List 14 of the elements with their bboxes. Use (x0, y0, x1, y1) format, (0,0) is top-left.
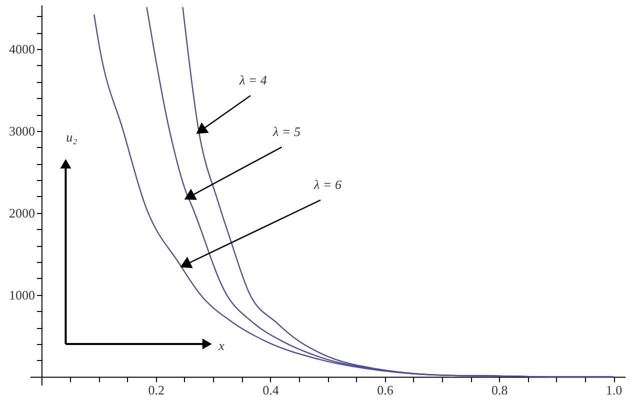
x-tick-label: 1.0 (606, 382, 622, 398)
annotation: λ = 4 (238, 72, 268, 88)
annotation: λ = 6 (313, 177, 342, 192)
y-tick-label: 4000 (8, 41, 35, 56)
y-tick-label: 3000 (8, 123, 35, 138)
x-tick-label: 0.6 (377, 382, 394, 398)
annotation: λ = 5 (272, 124, 301, 140)
y-axis-title: u₂ (66, 129, 78, 144)
x-tick-label: 0.4 (262, 382, 280, 398)
x-axis-title: x (218, 338, 225, 353)
y-tick-label: 1000 (8, 287, 35, 302)
x-tick-label: 0.8 (492, 382, 508, 398)
y-tick-label: 2000 (8, 205, 35, 220)
x-tick-label: 0.2 (148, 382, 164, 398)
